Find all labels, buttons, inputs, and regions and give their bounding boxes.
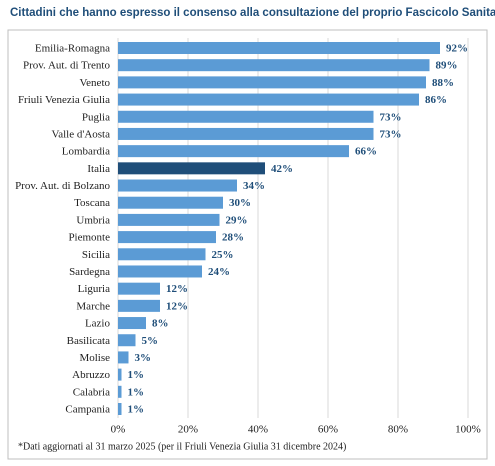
bar xyxy=(118,93,419,106)
bar xyxy=(118,179,237,192)
bar xyxy=(118,299,160,312)
value-label: 25% xyxy=(212,249,234,261)
x-tick-label: 60% xyxy=(318,424,338,436)
value-label: 1% xyxy=(128,369,145,381)
value-label: 73% xyxy=(380,111,402,123)
chart-title: Cittadini che hanno espresso il consenso… xyxy=(10,7,495,19)
bar xyxy=(118,403,122,415)
bar xyxy=(118,282,160,295)
bar xyxy=(118,265,202,278)
value-label: 66% xyxy=(355,146,377,158)
y-tick-label: Calabria xyxy=(73,386,110,398)
bar xyxy=(118,317,146,330)
value-label: 24% xyxy=(208,266,230,278)
y-tick-label: Sicilia xyxy=(82,249,110,261)
bar xyxy=(118,231,216,244)
value-label: 88% xyxy=(432,77,454,89)
y-tick-label: Prov. Aut. di Trento xyxy=(23,60,111,72)
value-label: 30% xyxy=(229,197,251,209)
value-label: 1% xyxy=(128,404,145,416)
bar xyxy=(118,213,220,226)
bar xyxy=(118,385,122,398)
y-tick-label: Abruzzo xyxy=(72,369,110,381)
value-label: 12% xyxy=(166,300,188,312)
y-tick-label: Basilicata xyxy=(67,335,110,347)
value-label: 12% xyxy=(166,283,188,295)
x-tick-label: 100% xyxy=(455,424,481,436)
value-label: 34% xyxy=(243,180,265,192)
value-label: 29% xyxy=(226,214,248,226)
x-tick-label: 80% xyxy=(388,424,408,436)
y-tick-label: Liguria xyxy=(78,283,110,295)
bar xyxy=(118,42,440,54)
y-tick-label: Lazio xyxy=(85,318,111,330)
bar xyxy=(118,110,374,123)
y-tick-label: Puglia xyxy=(82,111,110,123)
bar xyxy=(118,351,129,364)
value-label: 42% xyxy=(271,163,293,175)
y-tick-label: Molise xyxy=(79,352,110,364)
bar xyxy=(118,145,349,158)
y-tick-label: Piemonte xyxy=(68,232,110,244)
footnote: *Dati aggiornati al 31 marzo 2025 (per i… xyxy=(18,441,346,452)
x-tick-label: 20% xyxy=(178,424,198,436)
y-tick-label: Campania xyxy=(65,404,110,416)
y-tick-label: Friuli Venezia Giulia xyxy=(18,94,110,106)
value-label: 5% xyxy=(142,335,159,347)
bar xyxy=(118,162,265,175)
bar xyxy=(118,127,374,140)
y-tick-label: Toscana xyxy=(74,197,110,209)
value-label: 3% xyxy=(135,352,152,364)
y-tick-label: Prov. Aut. di Bolzano xyxy=(15,180,110,192)
value-label: 8% xyxy=(152,318,169,330)
value-label: 28% xyxy=(222,232,244,244)
y-tick-label: Lombardia xyxy=(62,146,110,158)
value-label: 73% xyxy=(380,128,402,140)
value-label: 89% xyxy=(436,60,458,72)
bar xyxy=(118,196,223,209)
bar xyxy=(118,59,430,72)
value-label: 92% xyxy=(446,43,468,55)
y-tick-label: Umbria xyxy=(76,214,110,226)
value-label: 1% xyxy=(128,386,145,398)
bar xyxy=(118,248,206,261)
x-tick-label: 40% xyxy=(248,424,268,436)
bar xyxy=(118,76,426,89)
y-tick-label: Veneto xyxy=(79,77,110,89)
y-tick-label: Emilia-Romagna xyxy=(35,43,110,55)
y-tick-label: Marche xyxy=(76,300,110,312)
chart-frame xyxy=(7,29,488,460)
y-tick-label: Valle d'Aosta xyxy=(52,128,111,140)
y-tick-label: Sardegna xyxy=(69,266,110,278)
bar xyxy=(118,334,136,347)
value-label: 86% xyxy=(425,94,447,106)
y-tick-label: Italia xyxy=(87,163,110,175)
x-tick-label: 0% xyxy=(111,424,126,436)
bar xyxy=(118,368,122,381)
